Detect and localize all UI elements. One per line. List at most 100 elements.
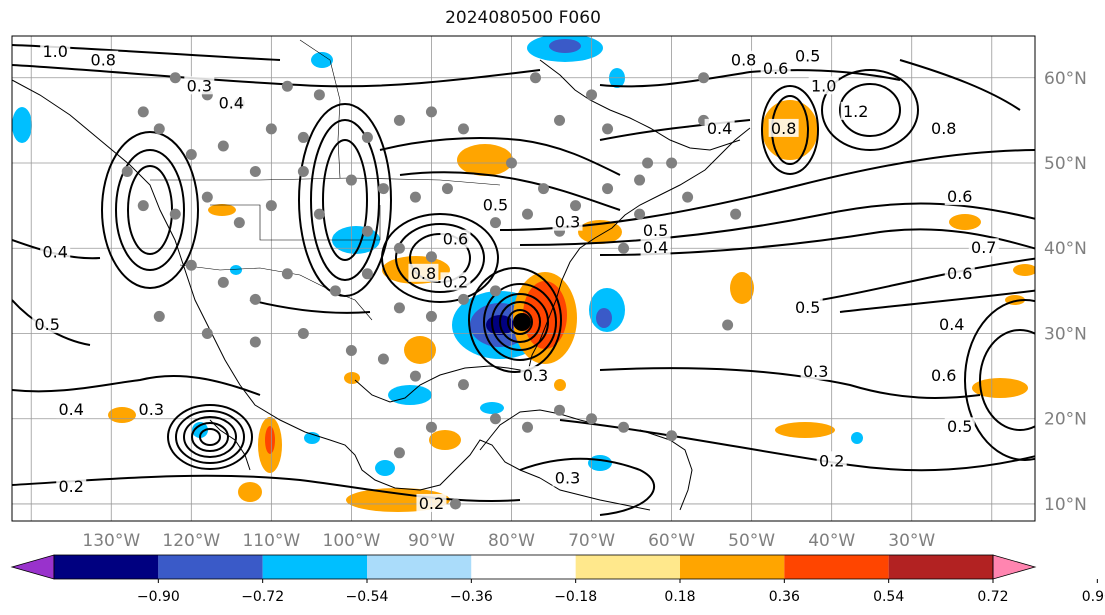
contour-line xyxy=(491,293,549,351)
gray-dot-icon xyxy=(522,421,534,433)
contour-line xyxy=(167,404,253,470)
contour-label-halo xyxy=(792,46,823,65)
latitude-tick-label: 40°N xyxy=(1044,239,1087,259)
contour-label: 0.8 xyxy=(91,51,116,70)
gray-dot-icon xyxy=(457,379,469,391)
contour-label-halo xyxy=(944,263,975,282)
gray-dot-icon xyxy=(393,114,405,126)
contour-line xyxy=(599,228,1035,256)
gray-dot-icon xyxy=(457,293,469,305)
contour-line xyxy=(468,267,562,373)
gray-dot-icon xyxy=(169,72,181,84)
negative-anomaly-blob xyxy=(596,308,612,328)
contour-label: 0.3 xyxy=(555,213,580,232)
gray-dot-icon xyxy=(233,217,245,229)
negative-anomaly-blob xyxy=(388,385,432,405)
positive-anomaly-blob xyxy=(238,482,262,502)
gray-dot-icon xyxy=(425,251,437,263)
contour-label-halo xyxy=(32,314,63,333)
gray-dot-icon xyxy=(281,268,293,280)
contour-label-halo xyxy=(216,93,247,112)
contour-labels: 0.8 0.60.51.01.20.8 0.80.60.70.60.50.40.3 0… xyxy=(32,42,999,513)
gray-dot-icon xyxy=(265,200,277,212)
contour-label-halo xyxy=(704,118,735,137)
positive-anomaly-blob xyxy=(265,426,275,454)
gray-dot-icon xyxy=(554,114,566,126)
negative-anomaly-blob xyxy=(375,460,395,476)
gray-dot-icon xyxy=(185,259,197,271)
gray-dot-icon xyxy=(666,430,678,442)
contour-line xyxy=(899,59,1021,111)
gray-dot-icon xyxy=(441,183,453,195)
negative-anomaly-blob xyxy=(311,52,333,68)
contour-line xyxy=(839,289,1035,313)
contour-label: 0.6 xyxy=(763,59,788,78)
gray-dot-icon xyxy=(666,157,678,169)
contour-line xyxy=(310,119,380,281)
contour-label: 0.2 xyxy=(443,272,468,291)
colorbar-extend-low xyxy=(10,554,55,580)
contour-label: 0.8 xyxy=(411,264,436,283)
colorbar-tick-label: 0.36 xyxy=(769,589,800,605)
latitude-tick-label: 20°N xyxy=(1044,410,1087,430)
contour-label-halo xyxy=(56,400,87,419)
contour-line xyxy=(979,329,1035,431)
gray-dot-icon xyxy=(698,72,710,84)
contour-label: 0.7 xyxy=(971,238,996,257)
gray-dot-icon xyxy=(586,89,598,101)
contour-label-halo xyxy=(408,263,439,282)
contour-label: 0.3 xyxy=(555,468,580,487)
colorbar-tick-label: −0.72 xyxy=(241,589,284,605)
contour-label: 0.4 xyxy=(59,400,84,419)
contour-label: 0.5 xyxy=(795,46,820,65)
colorbar-tick-label: 0.72 xyxy=(977,589,1008,605)
contour-label: 0.3 xyxy=(803,362,828,381)
gray-dot-icon xyxy=(313,89,325,101)
gray-dot-icon xyxy=(313,208,325,220)
longitude-tick-label: 50°W xyxy=(728,531,775,551)
gray-dot-icon xyxy=(217,140,229,152)
gray-dot-icon xyxy=(618,242,630,254)
contour-label-halo xyxy=(800,361,831,380)
contour-label-halo xyxy=(40,42,71,61)
contour-line xyxy=(839,83,901,137)
negative-anomaly-blob xyxy=(12,107,32,143)
gray-dot-icon xyxy=(489,217,501,229)
positive-anomaly-blob xyxy=(775,422,835,438)
latitude-axis-labels: 60°N 50°N 40°N 30°N 20°N 10°N xyxy=(1044,69,1087,515)
contour-label-halo xyxy=(944,417,975,436)
contour-label: 0.6 xyxy=(931,366,956,385)
contour-label-halo xyxy=(640,221,671,240)
longitude-tick-label: 40°W xyxy=(808,531,855,551)
contour-line xyxy=(381,213,499,303)
gray-dot-icon xyxy=(377,183,389,195)
gray-dot-icon xyxy=(217,276,229,288)
colorbar-segment xyxy=(888,555,993,579)
black-dot-icon xyxy=(513,313,531,331)
contour-line xyxy=(409,233,471,283)
positive-anomaly-blob xyxy=(1013,264,1035,276)
gray-dot-icon xyxy=(361,131,373,143)
contour-label-halo xyxy=(816,451,847,470)
map-frame xyxy=(11,35,1036,522)
gray-dot-icon xyxy=(425,421,437,433)
colorbar-tick-label: 0.18 xyxy=(664,589,695,605)
longitude-tick-label: 110°W xyxy=(242,531,300,551)
contour-line xyxy=(599,69,901,88)
contour-label: 0.8 xyxy=(931,119,956,138)
gray-dot-icon xyxy=(393,302,405,314)
contour-label-halo xyxy=(768,118,799,137)
gray-dot-icon xyxy=(682,191,694,203)
gray-dot-icon xyxy=(361,225,373,237)
contour-label: 0.3 xyxy=(187,76,212,95)
longitude-tick-label: 130°W xyxy=(82,531,140,551)
colorbar-segment xyxy=(262,555,367,579)
negative-anomaly-blob xyxy=(480,402,504,414)
contour-line xyxy=(12,375,261,396)
negative-anomaly-blob xyxy=(549,39,581,53)
contour-label-halo xyxy=(808,76,839,95)
map-background xyxy=(12,36,1035,521)
contour-line xyxy=(322,139,368,261)
gray-dot-icon xyxy=(530,72,542,84)
